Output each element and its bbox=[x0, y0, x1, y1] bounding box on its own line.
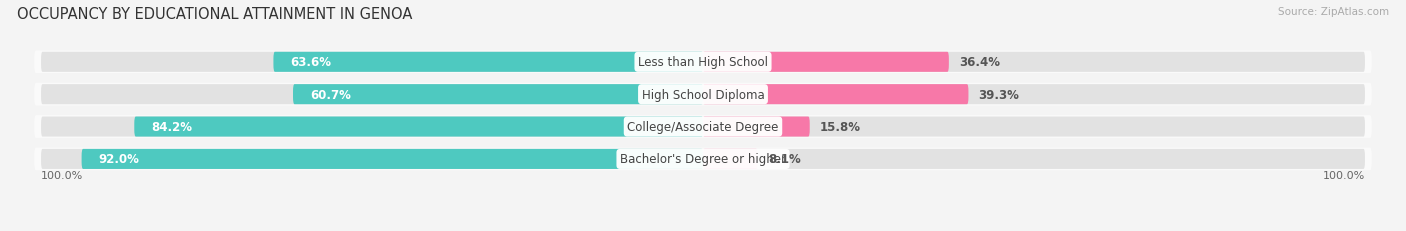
FancyBboxPatch shape bbox=[703, 117, 810, 137]
Text: 92.0%: 92.0% bbox=[98, 153, 139, 166]
FancyBboxPatch shape bbox=[34, 83, 1372, 106]
Text: 8.1%: 8.1% bbox=[768, 153, 800, 166]
FancyBboxPatch shape bbox=[34, 148, 1372, 170]
FancyBboxPatch shape bbox=[292, 85, 703, 105]
FancyBboxPatch shape bbox=[41, 52, 1365, 73]
Text: High School Diploma: High School Diploma bbox=[641, 88, 765, 101]
Text: OCCUPANCY BY EDUCATIONAL ATTAINMENT IN GENOA: OCCUPANCY BY EDUCATIONAL ATTAINMENT IN G… bbox=[17, 7, 412, 22]
FancyBboxPatch shape bbox=[703, 52, 949, 73]
Text: Source: ZipAtlas.com: Source: ZipAtlas.com bbox=[1278, 7, 1389, 17]
FancyBboxPatch shape bbox=[34, 116, 1372, 138]
FancyBboxPatch shape bbox=[41, 149, 1365, 169]
Text: 100.0%: 100.0% bbox=[41, 170, 83, 180]
Text: College/Associate Degree: College/Associate Degree bbox=[627, 121, 779, 134]
FancyBboxPatch shape bbox=[273, 52, 703, 73]
Text: 15.8%: 15.8% bbox=[820, 121, 860, 134]
FancyBboxPatch shape bbox=[82, 149, 703, 169]
FancyBboxPatch shape bbox=[41, 117, 1365, 137]
FancyBboxPatch shape bbox=[34, 51, 1372, 74]
Text: 63.6%: 63.6% bbox=[290, 56, 332, 69]
Text: 84.2%: 84.2% bbox=[152, 121, 193, 134]
Text: Bachelor's Degree or higher: Bachelor's Degree or higher bbox=[620, 153, 786, 166]
Text: Less than High School: Less than High School bbox=[638, 56, 768, 69]
Text: 39.3%: 39.3% bbox=[979, 88, 1019, 101]
FancyBboxPatch shape bbox=[41, 85, 1365, 105]
FancyBboxPatch shape bbox=[135, 117, 703, 137]
FancyBboxPatch shape bbox=[703, 85, 969, 105]
FancyBboxPatch shape bbox=[703, 149, 758, 169]
Text: 36.4%: 36.4% bbox=[959, 56, 1000, 69]
Text: 100.0%: 100.0% bbox=[1323, 170, 1365, 180]
Text: 60.7%: 60.7% bbox=[309, 88, 350, 101]
